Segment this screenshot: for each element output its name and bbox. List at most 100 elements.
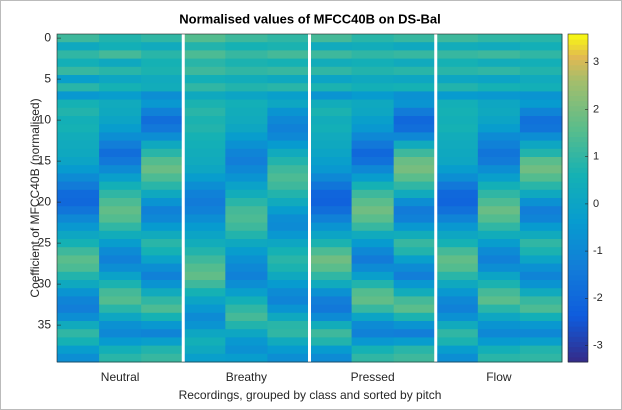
- heatmap-cell: [183, 83, 226, 92]
- heatmap-cell: [225, 140, 268, 150]
- heatmap-cell: [351, 91, 395, 101]
- heatmap-cell: [267, 321, 310, 330]
- heatmap-cell: [225, 91, 268, 101]
- heatmap-cell: [477, 50, 521, 60]
- heatmap-cell: [519, 198, 563, 207]
- heatmap-cell: [435, 296, 479, 306]
- heatmap-cell: [183, 214, 226, 224]
- heatmap-cell: [267, 173, 310, 183]
- colorbar-tick-label: -2: [593, 292, 603, 304]
- heatmap-cell: [393, 239, 437, 248]
- heatmap-cell: [267, 239, 310, 248]
- heatmap-cell: [183, 181, 226, 191]
- heatmap-cell: [477, 75, 521, 84]
- heatmap-cell: [99, 50, 142, 60]
- heatmap-cell: [267, 157, 310, 166]
- heatmap-cell: [351, 206, 395, 215]
- heatmap-cell: [141, 181, 184, 191]
- heatmap-cell: [477, 132, 521, 142]
- heatmap-cell: [477, 58, 521, 68]
- heatmap-cell: [393, 329, 437, 338]
- heatmap-cell: [477, 107, 521, 117]
- heatmap-cell: [57, 247, 100, 256]
- heatmap-cell: [519, 148, 563, 158]
- heatmap-cell: [99, 75, 142, 84]
- heatmap-cell: [519, 296, 563, 306]
- heatmap-cell: [141, 173, 184, 183]
- heatmap-cell: [225, 255, 268, 265]
- heatmap-cell: [351, 173, 395, 183]
- colorbar-swatch: [568, 213, 588, 219]
- x-tick-label: Pressed: [351, 370, 395, 384]
- colorbar-swatch: [568, 249, 588, 255]
- heatmap-cell: [99, 189, 142, 199]
- heatmap-cell: [351, 58, 395, 68]
- colorbar-swatch: [568, 336, 588, 342]
- heatmap-cell: [309, 165, 353, 174]
- heatmap-cell: [57, 124, 100, 133]
- heatmap-cell: [477, 157, 521, 166]
- colorbar-tick-label: 1: [593, 151, 599, 163]
- heatmap-cell: [183, 206, 226, 215]
- heatmap-cell: [141, 107, 184, 117]
- heatmap-cell: [519, 280, 563, 289]
- heatmap-cell: [225, 83, 268, 92]
- heatmap-cell: [183, 124, 226, 133]
- heatmap-cell: [183, 296, 226, 306]
- heatmap-cell: [519, 116, 563, 125]
- heatmap-cell: [99, 345, 142, 355]
- heatmap-cell: [267, 83, 310, 92]
- heatmap-cell: [435, 337, 479, 347]
- colorbar-swatch: [568, 141, 588, 148]
- heatmap-cell: [393, 83, 437, 92]
- heatmap-cell: [309, 148, 353, 158]
- heatmap-cell: [477, 214, 521, 224]
- heatmap-cell: [519, 99, 563, 109]
- heatmap-cell: [351, 239, 395, 248]
- heatmap-cell: [435, 222, 479, 232]
- heatmap-cell: [141, 304, 184, 314]
- heatmap-cell: [435, 239, 479, 248]
- heatmap-cell: [141, 83, 184, 92]
- heatmap-cell: [393, 50, 437, 60]
- colorbar-swatch: [568, 90, 588, 96]
- x-axis-label: Recordings, grouped by class and sorted …: [179, 388, 442, 402]
- heatmap-cell: [393, 99, 437, 109]
- heatmap-cell: [225, 263, 268, 273]
- colorbar-swatch: [568, 239, 588, 245]
- heatmap-cell: [351, 214, 395, 224]
- heatmap-cell: [141, 132, 184, 142]
- heatmap-cell: [183, 321, 226, 330]
- heatmap-cell: [57, 165, 100, 174]
- heatmap-cell: [519, 214, 563, 224]
- heatmap-cell: [351, 116, 395, 125]
- colorbar-swatch: [568, 233, 588, 240]
- heatmap-cell: [519, 255, 563, 265]
- heatmap-cell: [225, 296, 268, 306]
- heatmap-cell: [351, 99, 395, 109]
- heatmap-cell: [393, 321, 437, 330]
- heatmap-cell: [309, 140, 353, 150]
- heatmap-cell: [99, 280, 142, 289]
- heatmap-cell: [393, 288, 437, 297]
- heatmap-cell: [267, 230, 310, 240]
- heatmap-cell: [99, 107, 142, 117]
- heatmap-cell: [477, 280, 521, 289]
- heatmap-cell: [141, 165, 184, 174]
- heatmap-cell: [183, 107, 226, 117]
- heatmap-cell: [267, 148, 310, 158]
- heatmap-cell: [99, 288, 142, 297]
- colorbar-swatch: [568, 269, 588, 276]
- colorbar-swatch: [568, 259, 588, 266]
- heatmap-cell: [519, 288, 563, 297]
- heatmap-cell: [225, 132, 268, 142]
- heatmap-cell: [309, 345, 353, 355]
- heatmap-cell: [519, 312, 563, 322]
- heatmap-cell: [393, 91, 437, 101]
- heatmap-cell: [393, 255, 437, 265]
- heatmap-cell: [225, 353, 268, 363]
- y-tick-label: 30: [38, 276, 52, 290]
- heatmap-cell: [519, 124, 563, 133]
- heatmap-cell: [309, 239, 353, 248]
